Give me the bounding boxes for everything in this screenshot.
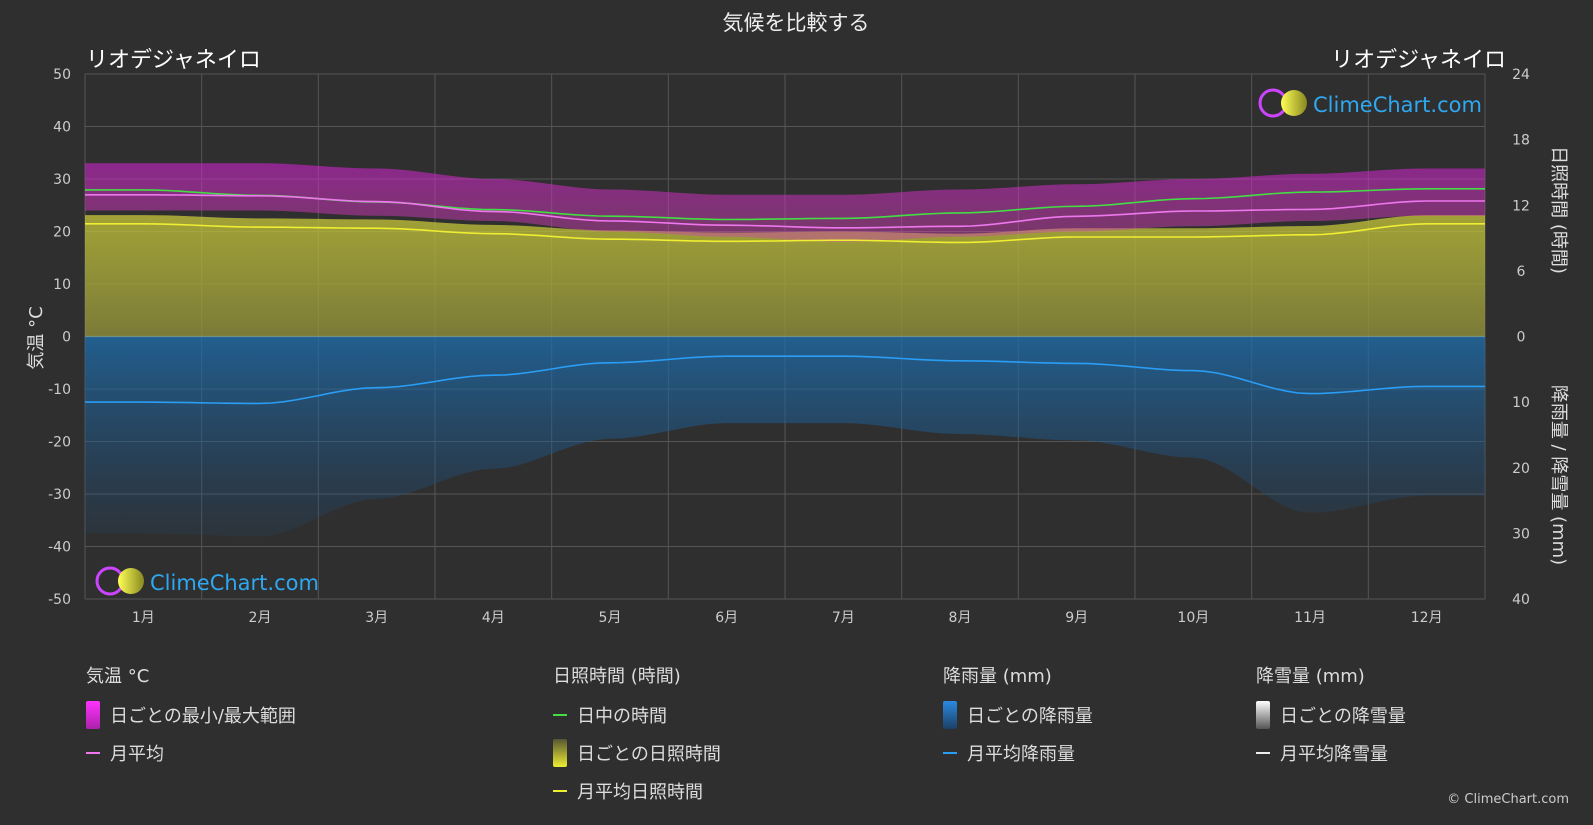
swatch-sunshine-avg (553, 790, 567, 792)
legend-label: 日ごとの日照時間 (577, 744, 721, 765)
swatch-rain-daily (943, 701, 957, 729)
y-right-tick: 10 (1512, 395, 1530, 411)
y-left-tick: -40 (48, 540, 71, 556)
legend-item: 日中の時間 (553, 702, 721, 728)
x-tick-label: 8月 (949, 610, 972, 626)
legend-item: 月平均 (86, 740, 296, 766)
y-left-tick: 20 (53, 225, 71, 241)
legend-label: 月平均降雨量 (967, 744, 1075, 765)
legend-heading: 降雪量 (mm) (1256, 666, 1365, 687)
y-right-tick: 18 (1512, 133, 1530, 149)
logo-text-bottom: ClimeChart.com (150, 571, 319, 595)
x-tick-label: 3月 (365, 610, 388, 626)
legend-heading: 気温 °C (86, 666, 150, 687)
legend-heading: 日照時間 (時間) (553, 666, 681, 687)
location-right: リオデジャネイロ (1331, 48, 1506, 73)
series-line (85, 223, 1485, 244)
y-right-tick: 12 (1512, 198, 1530, 214)
legend-label: 日中の時間 (577, 706, 667, 727)
swatch-snow-avg (1256, 752, 1270, 754)
location-left: リオデジャネイロ (86, 48, 261, 73)
chart-title: 気候を比較する (723, 11, 870, 35)
legend-item: 月平均降雨量 (943, 740, 1093, 766)
x-tick-label: 1月 (132, 610, 155, 626)
legend-label: 月平均降雪量 (1280, 744, 1388, 765)
y-right-tick: 30 (1512, 526, 1530, 542)
logo-text-top: ClimeChart.com (1313, 93, 1482, 117)
y-left-tick: -50 (48, 592, 71, 608)
legend-heading: 降雨量 (mm) (943, 666, 1052, 687)
y-left-tick: -20 (48, 435, 71, 451)
legend-sunshine: 日照時間 (時間) 日中の時間 日ごとの日照時間 月平均日照時間 (553, 662, 721, 816)
x-tick-label: 12月 (1411, 610, 1443, 626)
copyright: © ClimeChart.com (1447, 792, 1569, 807)
x-tick-label: 2月 (249, 610, 272, 626)
climate-chart: 気候を比較する リオデジャネイロ リオデジャネイロ 50 40 30 20 10 0 -10… (26, 11, 1569, 626)
legend-label: 月平均日照時間 (577, 782, 703, 803)
logo-sun-icon (118, 568, 144, 594)
y-right-tick: 6 (1517, 264, 1526, 280)
logo-top: ClimeChart.com (1258, 88, 1482, 118)
x-tick-label: 6月 (715, 610, 738, 626)
swatch-snow-daily (1256, 701, 1270, 729)
data-bands (85, 163, 1485, 537)
legend-item: 月平均降雪量 (1256, 740, 1406, 766)
legend-item: 日ごとの降雨量 (943, 701, 1093, 729)
swatch-daylight (553, 714, 567, 716)
y-left-tick: -30 (48, 487, 71, 503)
y-right-tick: 0 (1517, 330, 1526, 346)
y-left-tick: -10 (48, 382, 71, 398)
x-tick-label: 10月 (1177, 610, 1209, 626)
data-lines (85, 188, 1485, 405)
x-tick-label: 7月 (832, 610, 855, 626)
legend-label: 日ごとの降雪量 (1280, 706, 1406, 727)
y-left-tick: 30 (53, 172, 71, 188)
swatch-temp-avg (86, 752, 100, 754)
legend-label: 月平均 (110, 744, 164, 765)
y-right-tick: 24 (1512, 67, 1530, 83)
x-tick-label: 9月 (1065, 610, 1088, 626)
logo-sun-icon (1281, 90, 1307, 116)
legend-rain: 降雨量 (mm) 日ごとの降雨量 月平均降雨量 (943, 662, 1093, 778)
x-tick-label: 11月 (1294, 610, 1326, 626)
swatch-temp-range (86, 701, 100, 729)
y-left-tick: 10 (53, 277, 71, 293)
swatch-rain-avg (943, 752, 957, 754)
y-right-tick: 40 (1512, 592, 1530, 608)
legend-item: 月平均日照時間 (553, 778, 721, 804)
y-left-tick: 50 (53, 67, 71, 83)
sunshine-area (85, 215, 1485, 337)
y-left-label: 気温 °C (26, 306, 47, 369)
axes: 50 40 30 20 10 0 -10 -20 -30 -40 -50 24 18 12 6 0 10 20 30… (48, 67, 1530, 626)
y-right-bottom-label: 降雨量 / 降雪量 (mm) (1548, 385, 1569, 565)
legend-item: 日ごとの日照時間 (553, 739, 721, 767)
y-right-tick: 20 (1512, 461, 1530, 477)
logo-bottom: ClimeChart.com (95, 566, 319, 596)
swatch-sunshine-daily (553, 739, 567, 767)
legend-item: 日ごとの最小/最大範囲 (86, 701, 296, 729)
legend-label: 日ごとの降雨量 (967, 706, 1093, 727)
y-left-tick: 0 (62, 330, 71, 346)
legend-label: 日ごとの最小/最大範囲 (110, 706, 296, 727)
series-line (85, 194, 1485, 229)
x-tick-label: 5月 (599, 610, 622, 626)
rain-area (85, 336, 1485, 537)
x-tick-label: 4月 (482, 610, 505, 626)
legend-temperature: 気温 °C 日ごとの最小/最大範囲 月平均 (86, 662, 296, 778)
legend-item: 日ごとの降雪量 (1256, 701, 1406, 729)
y-left-tick: 40 (53, 120, 71, 136)
series-line (85, 355, 1485, 405)
y-right-top-label: 日照時間 (時間) (1548, 146, 1569, 274)
legend-snow: 降雪量 (mm) 日ごとの降雪量 月平均降雪量 (1256, 662, 1406, 778)
temperature-range-band (85, 163, 1485, 242)
